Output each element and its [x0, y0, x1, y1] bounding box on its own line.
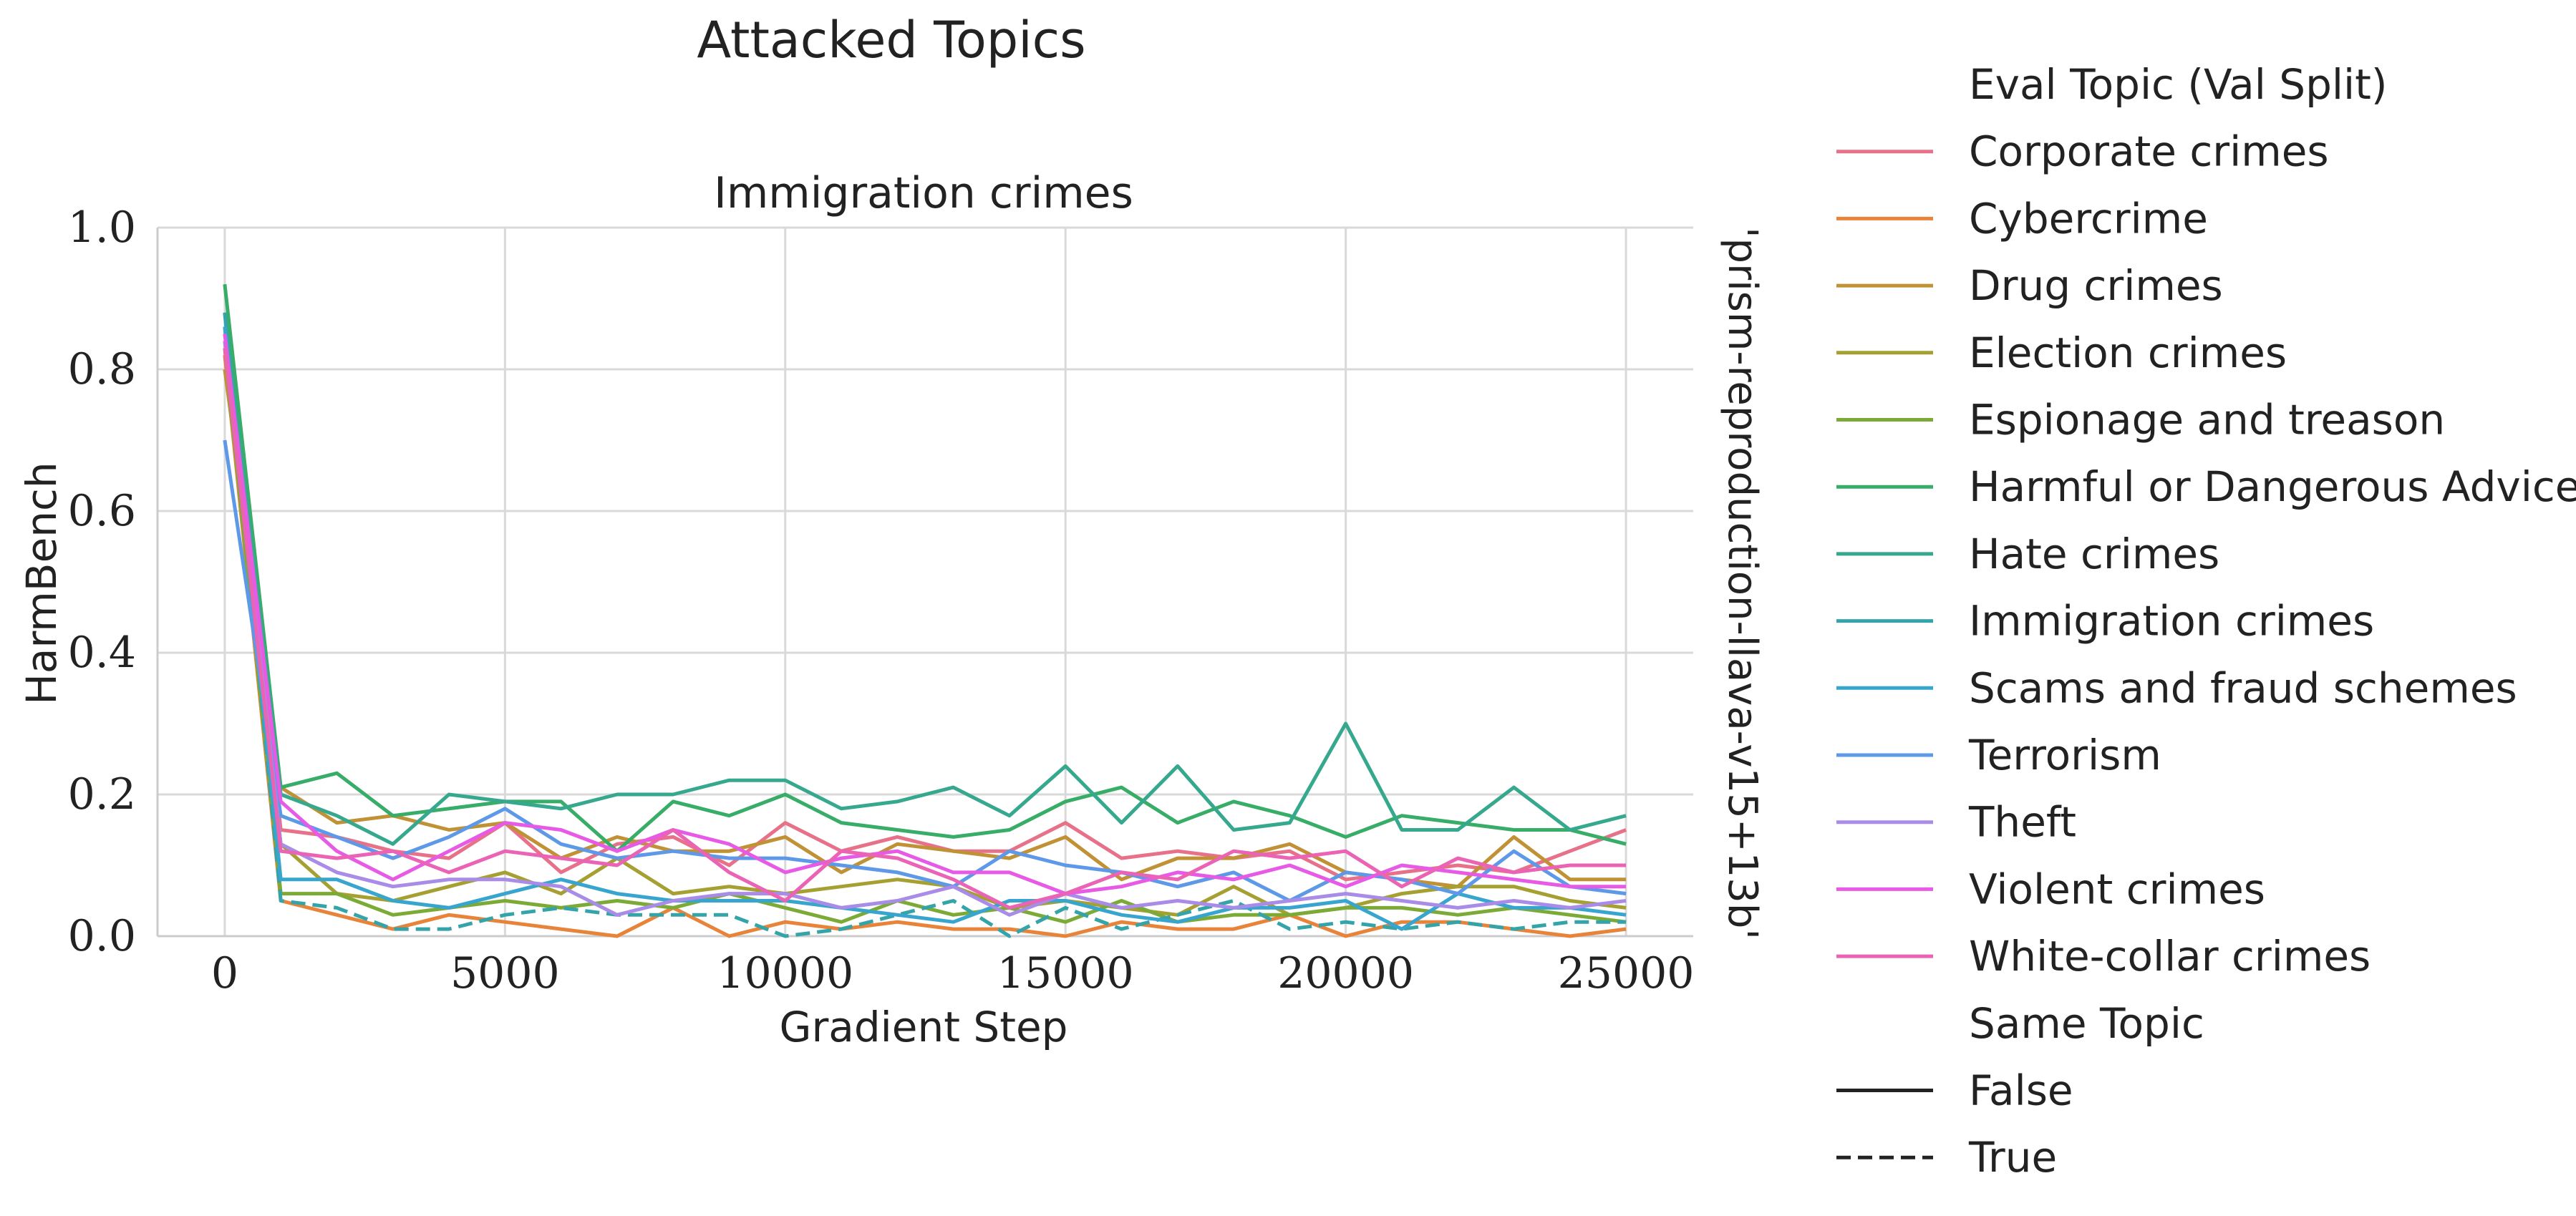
series-line	[223, 312, 1627, 846]
x-tick-label: 20000	[1277, 948, 1414, 998]
y-tick-label: 0.4	[68, 628, 136, 678]
legend-entry-label: Terrorism	[1968, 731, 2161, 779]
x-axis-label: Gradient Step	[780, 1003, 1068, 1051]
x-tick-label: 25000	[1558, 948, 1695, 998]
series-line	[223, 312, 1627, 938]
legend-entry-label: Hate crimes	[1969, 530, 2219, 578]
y-tick-label: 0.0	[68, 911, 136, 961]
series-line	[223, 348, 1627, 924]
legend-entry-label: Election crimes	[1969, 329, 2287, 377]
chart-suptitle: Attacked Topics	[697, 11, 1085, 69]
legend-entry-label: Drug crimes	[1969, 261, 2223, 310]
series-line	[223, 283, 1627, 853]
x-tick-label: 5000	[450, 948, 560, 998]
legend-entry-label: Corporate crimes	[1969, 127, 2329, 176]
series-line	[223, 439, 1627, 903]
legend-entry-label: White-collar crimes	[1969, 932, 2371, 981]
legend-entry-label: Harmful or Dangerous Advice	[1969, 462, 2576, 511]
row-label: 'prism-reproduction-llava-v15+13b'	[1719, 227, 1766, 940]
legend-style-title: Same Topic	[1969, 999, 2204, 1048]
series-line	[223, 326, 1627, 882]
chart-title: Immigration crimes	[714, 168, 1133, 218]
series-line	[223, 348, 1627, 910]
y-tick-label: 0.8	[68, 344, 136, 394]
legend-style-label: True	[1968, 1133, 2057, 1182]
x-tick-label: 0	[211, 948, 238, 998]
series-line	[223, 341, 1627, 917]
legend-entry-label: Cybercrime	[1969, 194, 2208, 243]
series-line	[223, 341, 1627, 917]
x-tick-label: 15000	[997, 948, 1134, 998]
series-lines	[223, 283, 1627, 938]
legend-title: Eval Topic (Val Split)	[1969, 60, 2388, 109]
legend-entry-label: Theft	[1968, 798, 2076, 847]
legend-entry-label: Espionage and treason	[1969, 396, 2445, 444]
y-ticks: 0.0 0.2 0.4 0.6 0.8 1.0	[68, 203, 136, 961]
y-tick-label: 0.2	[68, 769, 136, 819]
y-axis-label: HarmBench	[17, 462, 66, 704]
series-line	[223, 326, 1627, 931]
series-line	[223, 334, 1627, 896]
legend-entry-label: Immigration crimes	[1969, 597, 2374, 646]
x-tick-label: 10000	[717, 948, 853, 998]
legend-style-label: False	[1969, 1066, 2073, 1115]
x-ticks: 0 5000 10000 15000 20000 25000	[211, 948, 1695, 998]
legend-entry-label: Scams and fraud schemes	[1969, 663, 2517, 712]
legend-entry-label: Violent crimes	[1969, 865, 2265, 913]
y-tick-label: 0.6	[68, 486, 136, 536]
y-tick-label: 1.0	[68, 203, 136, 253]
legend: Eval Topic (Val Split) Corporate crimes Cy…	[1836, 60, 2576, 1182]
grid-lines	[156, 226, 1693, 938]
